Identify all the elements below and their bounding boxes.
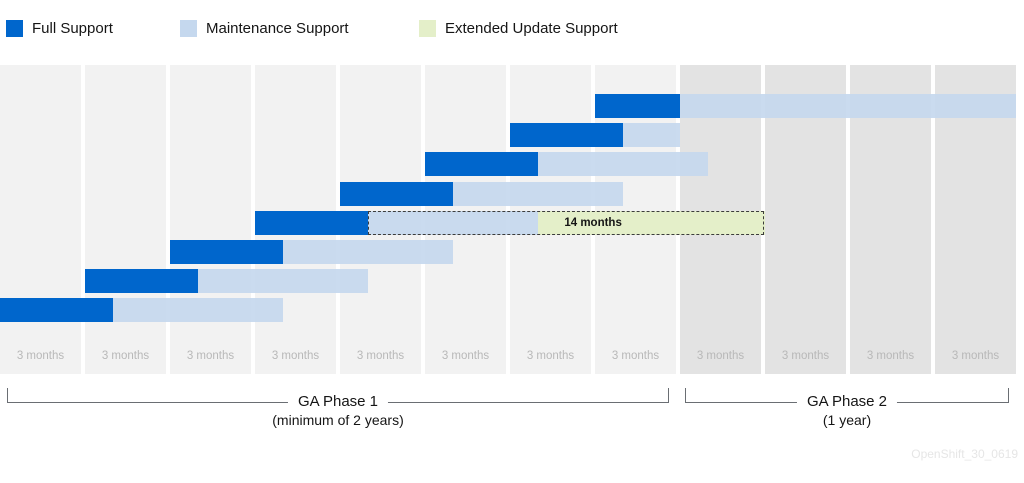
maintenance-support-bar bbox=[680, 94, 1016, 118]
legend-item-maintenance-support: Maintenance Support bbox=[180, 20, 349, 37]
column-label: 3 months bbox=[781, 350, 830, 362]
column-label: 3 months bbox=[866, 350, 915, 362]
ga-phase-1-subtitle: (minimum of 2 years) bbox=[272, 412, 404, 428]
full-support-bar bbox=[255, 210, 369, 235]
extended-update-support-bar bbox=[538, 210, 765, 235]
extended-update-support-duration-label: 14 months bbox=[564, 216, 622, 229]
ga-phase-2-tick-left bbox=[685, 388, 686, 402]
full-support-bar bbox=[170, 240, 284, 264]
column-label: 3 months bbox=[271, 350, 320, 362]
ga-phase-2-title: GA Phase 2 bbox=[796, 393, 898, 410]
maintenance-support-bar bbox=[368, 210, 539, 235]
full-support-bar bbox=[510, 123, 624, 148]
watermark: OpenShift_30_0619 bbox=[911, 447, 1018, 461]
legend-label-maintenance-support: Maintenance Support bbox=[206, 20, 349, 37]
full-support-bar bbox=[0, 298, 114, 323]
maintenance-support-bar bbox=[198, 269, 369, 294]
timeline-column-1: 3 months bbox=[0, 65, 81, 374]
column-label: 3 months bbox=[356, 350, 405, 362]
legend-swatch-full-support bbox=[6, 20, 23, 37]
timeline-column-3: 3 months bbox=[170, 65, 251, 374]
maintenance-support-bar bbox=[283, 240, 454, 264]
full-support-bar bbox=[340, 181, 454, 206]
legend-item-full-support: Full Support bbox=[6, 20, 113, 37]
maintenance-support-bar bbox=[113, 298, 284, 323]
column-label: 3 months bbox=[186, 350, 235, 362]
column-label: 3 months bbox=[526, 350, 575, 362]
column-label: 3 months bbox=[951, 350, 1000, 362]
column-label: 3 months bbox=[611, 350, 660, 362]
full-support-bar bbox=[425, 152, 539, 177]
maintenance-support-bar bbox=[623, 123, 680, 148]
maintenance-support-bar bbox=[538, 152, 709, 177]
full-support-bar bbox=[85, 269, 199, 294]
column-label: 3 months bbox=[696, 350, 745, 362]
ga-phase-1-tick-right bbox=[668, 388, 669, 402]
ga-phase-2-tick-right bbox=[1008, 388, 1009, 402]
maintenance-support-bar bbox=[453, 181, 624, 206]
legend-label-extended-update-support: Extended Update Support bbox=[445, 20, 618, 37]
column-label: 3 months bbox=[101, 350, 150, 362]
timeline-column-2: 3 months bbox=[85, 65, 166, 374]
ga-phase-1-tick-left bbox=[7, 388, 8, 402]
legend-swatch-maintenance-support bbox=[180, 20, 197, 37]
ga-phase-1-title: GA Phase 1 bbox=[287, 393, 389, 410]
full-support-bar bbox=[595, 94, 680, 118]
ga-phase-2-subtitle: (1 year) bbox=[822, 412, 872, 428]
column-label: 3 months bbox=[441, 350, 490, 362]
legend-item-extended-update-support: Extended Update Support bbox=[419, 20, 618, 37]
column-label: 3 months bbox=[16, 350, 65, 362]
legend-label-full-support: Full Support bbox=[32, 20, 113, 37]
extended-update-support-outline bbox=[368, 210, 764, 235]
legend-swatch-extended-update-support bbox=[419, 20, 436, 37]
